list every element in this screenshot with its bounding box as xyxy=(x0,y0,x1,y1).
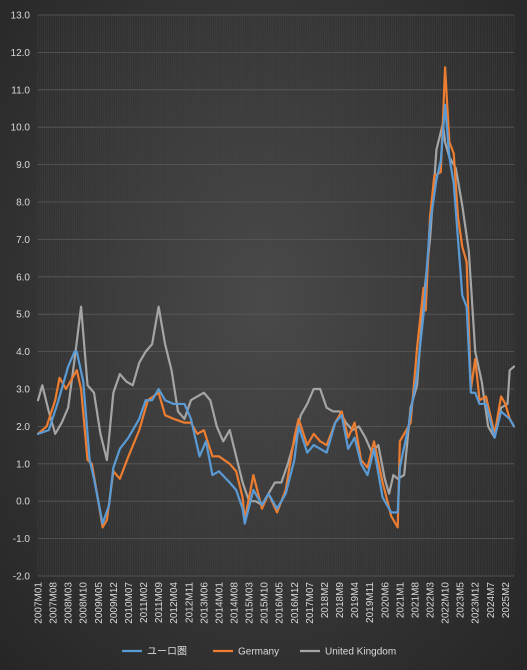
x-tick-label: 2007M08 xyxy=(49,582,60,624)
x-tick-label: 2011M09 xyxy=(154,582,165,623)
grid-lines xyxy=(37,14,515,577)
legend-label: ユーロ圏 xyxy=(147,646,187,658)
y-tick-label: 0.0 xyxy=(16,497,30,508)
y-tick-label: 10.0 xyxy=(11,123,31,134)
x-tick-label: 2017M07 xyxy=(305,582,316,624)
x-tick-label: 2023M5 xyxy=(456,582,467,619)
y-axis-ticks: -2.0 -1.0 0.0 1.0 2.0 3.0 4.0 5.0 6.0 7.0 8.0 9.0 10… xyxy=(11,11,31,583)
legend: ユーロ圏 Germany United Kingdom xyxy=(122,646,396,658)
y-tick-label: 3.0 xyxy=(16,385,30,396)
y-tick-label: 13.0 xyxy=(11,11,31,22)
x-tick-label: 2010M07 xyxy=(124,582,135,624)
x-tick-label: 2020M6 xyxy=(380,582,391,619)
x-tick-label: 2013M06 xyxy=(199,582,210,624)
x-tick-label: 2015M03 xyxy=(245,582,256,624)
y-tick-label: 2.0 xyxy=(16,422,30,433)
x-tick-label: 2018M2 xyxy=(320,582,331,619)
x-tick-label: 2025M2 xyxy=(501,582,512,619)
x-tick-label: 2015M10 xyxy=(260,582,271,624)
x-tick-label: 2014M08 xyxy=(230,582,241,624)
y-tick-label: 9.0 xyxy=(16,160,30,171)
x-tick-label: 2022M3 xyxy=(426,582,437,619)
y-tick-label: 6.0 xyxy=(16,272,30,283)
x-axis-ticks: 2007M01 2007M08 2008M03 2008M10 2009M05 2009M… xyxy=(34,582,512,624)
x-tick-label: 2019M11 xyxy=(365,582,376,623)
x-tick-label: 2009M05 xyxy=(94,582,105,624)
x-tick-label: 2008M03 xyxy=(64,582,75,624)
x-tick-label: 2018M9 xyxy=(335,582,346,619)
y-tick-label: -1.0 xyxy=(13,534,31,545)
y-tick-label: 4.0 xyxy=(16,347,30,358)
x-tick-label: 2019M4 xyxy=(350,582,361,619)
y-tick-label: 11.0 xyxy=(11,85,30,96)
x-tick-label: 2014M01 xyxy=(214,582,225,624)
y-tick-label: 8.0 xyxy=(16,198,30,209)
y-tick-label: 7.0 xyxy=(16,235,30,246)
x-tick-label: 2012M04 xyxy=(169,582,180,624)
x-tick-label: 2016M12 xyxy=(290,582,301,624)
x-tick-label: 2022M10 xyxy=(441,582,452,624)
x-tick-label: 2011M02 xyxy=(139,582,150,623)
x-tick-label: 2012M11 xyxy=(184,582,195,623)
x-tick-label: 2007M01 xyxy=(34,582,45,624)
x-tick-label: 2008M10 xyxy=(79,582,90,624)
y-tick-label: 5.0 xyxy=(16,310,30,321)
series-line xyxy=(36,103,516,525)
y-tick-label: 1.0 xyxy=(16,459,30,470)
x-tick-label: 2009M12 xyxy=(109,582,120,624)
legend-label: Germany xyxy=(238,647,279,658)
x-tick-label: 2021M8 xyxy=(410,582,421,619)
x-tick-label: 2016M05 xyxy=(275,582,286,624)
y-tick-label: 12.0 xyxy=(11,48,31,59)
x-tick-label: 2021M1 xyxy=(395,582,406,619)
series-lines xyxy=(36,66,516,529)
legend-label: United Kingdom xyxy=(325,647,396,658)
x-tick-label: 2023M12 xyxy=(471,582,482,624)
y-tick-label: -2.0 xyxy=(13,572,31,583)
x-tick-label: 2024M7 xyxy=(486,582,497,619)
